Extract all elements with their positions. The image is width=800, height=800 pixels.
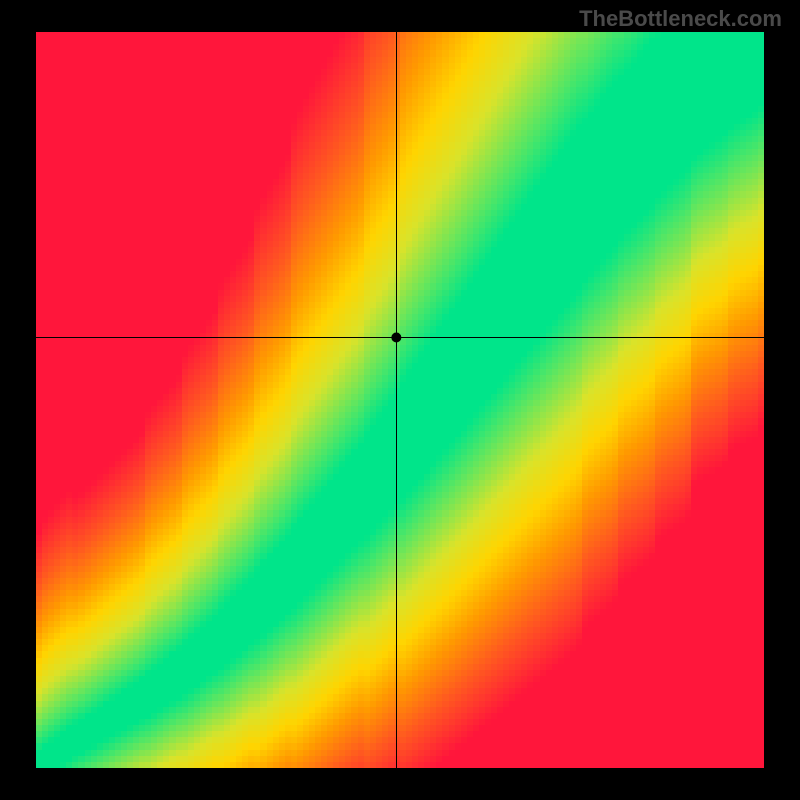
watermark-text: TheBottleneck.com: [579, 6, 782, 32]
chart-container: TheBottleneck.com: [0, 0, 800, 800]
bottleneck-heatmap: [36, 32, 764, 768]
